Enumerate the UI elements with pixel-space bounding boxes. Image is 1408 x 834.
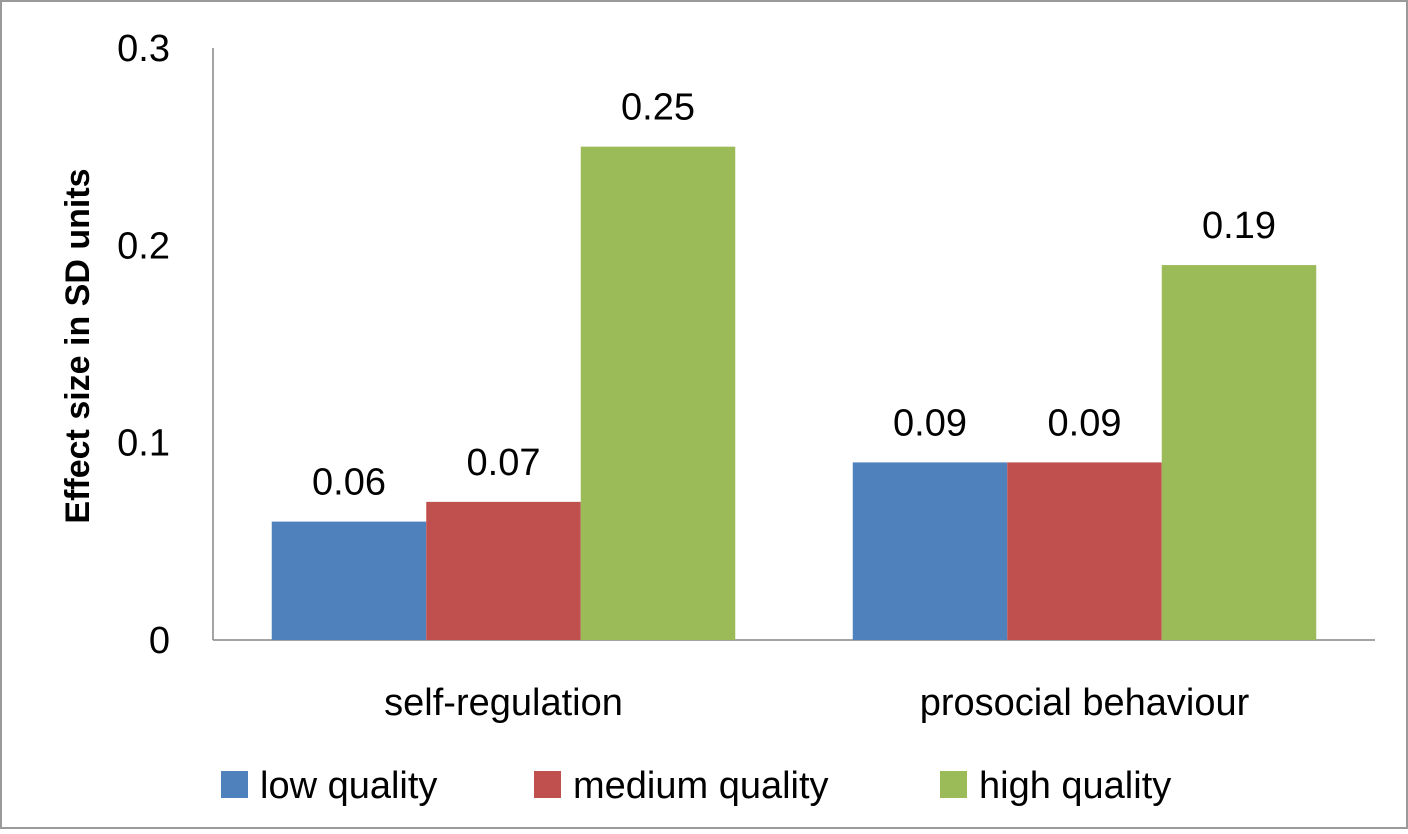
y-tick-label: 0.2 (117, 225, 170, 267)
bar (852, 462, 1008, 640)
y-axis-title-group: Effect size in SD units (59, 168, 97, 523)
bar-value-label: 0.25 (621, 87, 695, 129)
bar-value-label: 0.07 (467, 442, 541, 484)
legend-swatch (940, 771, 967, 798)
bar-value-label: 0.09 (1048, 402, 1122, 444)
bar (1161, 265, 1317, 640)
x-category-label: self-regulation (384, 682, 623, 724)
bar-value-label: 0.19 (1202, 205, 1276, 247)
bar (580, 146, 736, 640)
plot-area: 0 0.1 0.2 0.3 0.06 0.07 0.25 self-regulation 0.0… (117, 28, 1375, 724)
y-tick-label: 0 (149, 620, 170, 662)
y-axis-title: Effect size in SD units (59, 168, 97, 523)
y-tick-label: 0.1 (117, 423, 170, 465)
bar-value-label: 0.06 (312, 462, 386, 504)
bar (426, 501, 581, 640)
legend-swatch (221, 771, 248, 798)
y-tick-label: 0.3 (117, 28, 170, 70)
legend-label: high quality (979, 765, 1171, 807)
x-category-label: prosocial behaviour (920, 682, 1250, 724)
legend-label: low quality (260, 765, 437, 807)
legend-swatch (534, 771, 561, 798)
legend-label: medium quality (573, 765, 829, 807)
bar (271, 521, 427, 640)
bar (1007, 462, 1162, 640)
bar-value-label: 0.09 (893, 402, 967, 444)
legend: low quality medium quality high quality (221, 765, 1171, 807)
